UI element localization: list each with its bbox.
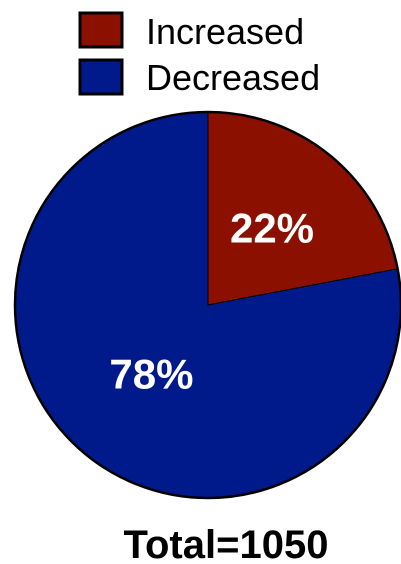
legend-item-increased: Increased [78,11,304,52]
legend-item-decreased: Decreased [78,57,320,98]
legend-label-decreased: Decreased [146,57,320,98]
legend: Increased Decreased [78,11,320,98]
pie-slices [13,110,401,500]
total-label: Total=1050 [124,523,329,564]
slice-label-increased: 22% [230,205,314,252]
legend-swatch-increased [78,11,124,49]
pie-outline [13,110,401,500]
legend-label-increased: Increased [146,11,304,52]
legend-swatch-decreased [78,58,124,96]
slice-label-decreased: 78% [109,350,193,397]
